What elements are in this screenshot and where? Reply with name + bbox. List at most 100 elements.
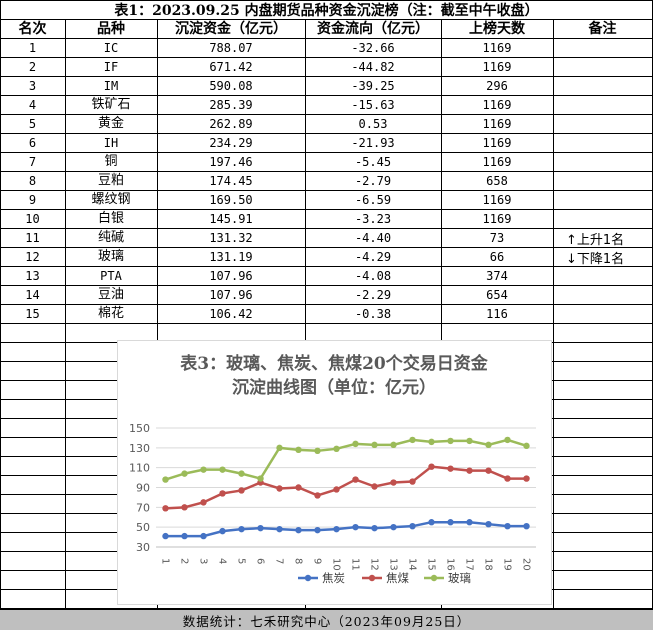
data-point [390,441,397,449]
legend-marker [304,574,312,582]
x-tick-label: 15 [426,558,437,571]
data-point [523,522,530,530]
y-tick-label: 50 [136,521,150,534]
grid-row-line [0,171,653,172]
table-cell: 106.42 [209,306,253,321]
table-cell: 107.96 [209,287,253,302]
data-point [371,441,378,449]
table-cell: 白银 [97,211,124,226]
table-cell: 1169 [482,116,512,131]
x-tick-label: 17 [464,558,475,571]
table-cell: 262.89 [209,116,253,131]
data-point [409,478,416,485]
table-cell: 0.53 [358,116,388,131]
legend-label: 玻璃 [448,571,471,585]
x-tick-label: 9 [312,558,323,564]
table-cell: 116 [486,306,508,321]
data-point [200,499,207,506]
table-cell: 玻璃 [97,249,124,264]
table-cell: 7 [28,154,37,169]
data-point [390,523,397,531]
x-tick-label: 4 [217,558,228,564]
table-cell: 纯碱 [97,230,124,245]
data-point [219,490,226,497]
table-cell: 铁矿石 [91,97,131,112]
data-point [162,476,169,483]
y-tick-label: 130 [129,442,150,455]
data-point [181,470,188,477]
data-point [257,475,264,482]
data-point [295,446,302,454]
legend-marker [430,574,438,582]
data-point [257,524,264,532]
table-cell: 豆粕 [97,173,124,188]
table-cell: -4.29 [354,249,392,264]
data-point [162,532,169,540]
x-tick-label: 2 [179,558,190,564]
table-cell: 66 [489,249,505,264]
data-point [371,524,378,532]
y-tick-label: 90 [136,482,150,495]
table-cell: 6 [28,135,37,150]
table-cell: -3.23 [354,211,392,226]
table-cell: 14 [25,287,40,302]
data-point [485,520,492,528]
table-title: 表1：2023.09.25 内盘期货品种资金沉淀榜（注：截至中午收盘） [114,2,539,19]
y-tick-label: 110 [129,462,150,475]
table-cell: IM [103,78,119,93]
table-cell: 658 [486,173,508,188]
data-point [428,438,435,446]
data-point [390,479,397,486]
table-cell: -6.59 [354,192,392,207]
table-cell: -44.82 [351,59,395,74]
legend-label: 焦煤 [386,571,409,585]
grid-row-line [0,76,653,77]
table-cell: 197.46 [209,154,253,169]
table-cell: 1169 [482,97,512,112]
table-cell: 131.19 [209,249,253,264]
data-point [523,475,530,482]
table-cell: -32.66 [351,40,395,55]
grid-row-line [0,57,653,58]
table-cell: 12 [25,249,40,264]
table-cell: -21.93 [351,135,395,150]
data-point [466,519,473,526]
table-cell: 1169 [482,211,512,226]
data-point [219,527,226,535]
data-point [447,465,454,472]
table-cell: 296 [486,78,508,93]
data-point [409,436,416,444]
data-point [447,519,454,526]
data-point [504,436,511,444]
table-cell: 131.32 [209,230,253,245]
x-tick-label: 1 [160,558,171,564]
grid-row-line [0,266,653,267]
data-point [238,487,245,494]
table-cell: IF [103,59,119,74]
rank-change-note: ↓下降1名 [566,252,625,267]
data-point [295,526,302,534]
y-tick-label: 150 [129,422,150,435]
table-cell: 107.96 [209,268,253,283]
data-point [333,525,340,533]
header-cell: 品种 [97,20,125,37]
table-cell: 9 [28,192,37,207]
grid-col-line [441,19,442,609]
table-cell: 1169 [482,59,512,74]
data-point [447,437,454,445]
data-point [352,440,359,448]
grid-row-line [0,285,653,286]
table-cell: 黄金 [97,116,124,131]
data-point [485,467,492,474]
data-point [352,476,359,483]
data-point [314,447,321,455]
x-tick-label: 7 [274,558,285,564]
grid-col-line [0,19,1,609]
table-cell: 1169 [482,192,512,207]
data-point [428,519,435,526]
x-tick-label: 18 [483,558,494,571]
data-point [200,466,207,473]
x-tick-label: 11 [350,558,361,571]
table-cell: 1169 [482,154,512,169]
